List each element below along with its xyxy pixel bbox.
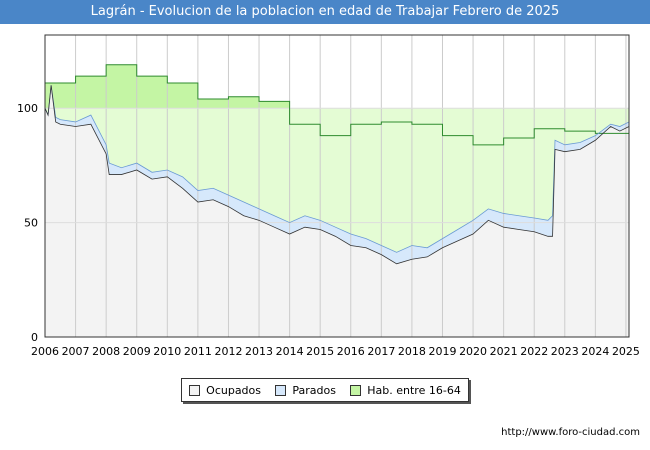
legend-label-ocupados: Ocupados: [206, 383, 262, 397]
y-tick-label: 50: [24, 217, 38, 230]
legend-label-parados: Parados: [292, 383, 336, 397]
chart-title: Lagrán - Evolucion de la poblacion en ed…: [0, 0, 650, 24]
x-tick-label: 2013: [245, 345, 273, 358]
plot-frame: [44, 34, 630, 338]
x-tick-label: 2009: [123, 345, 151, 358]
x-tick-label: 2019: [428, 345, 456, 358]
parados-line: [44, 85, 630, 253]
x-tick-label: 2011: [184, 345, 212, 358]
x-tick-label: 2010: [153, 345, 181, 358]
x-tick-label: 2012: [214, 345, 242, 358]
ocupados-area: [45, 85, 629, 337]
legend-swatch-hab: [350, 384, 362, 396]
x-tick-label: 2024: [581, 345, 609, 358]
x-tick-label: 2016: [337, 345, 365, 358]
legend-item-hab: Hab. entre 16-64: [350, 384, 461, 397]
legend-item-ocupados: Ocupados: [189, 384, 261, 397]
x-tick-label: 2007: [62, 345, 90, 358]
x-tick-label: 2023: [551, 345, 579, 358]
y-tick-label: 0: [31, 331, 38, 344]
x-tick-label: 2014: [276, 345, 304, 358]
x-tick-label: 2021: [490, 345, 518, 358]
source-credit: http://www.foro-ciudad.com: [501, 427, 640, 438]
ocupados-line: [44, 85, 630, 265]
legend: Ocupados Parados Hab. entre 16-64: [181, 378, 469, 402]
legend-swatch-ocupados: [189, 384, 201, 396]
hab-line: [45, 64, 629, 146]
legend-swatch-parados: [275, 384, 287, 396]
x-tick-label: 2015: [306, 345, 334, 358]
x-tick-label: 2025: [612, 345, 640, 358]
legend-label-hab: Hab. entre 16-64: [367, 383, 461, 397]
x-tick-label: 2018: [398, 345, 426, 358]
y-tick-label: 100: [17, 102, 38, 115]
legend-item-parados: Parados: [275, 384, 336, 397]
x-tick-label: 2020: [459, 345, 487, 358]
x-tick-label: 2006: [31, 345, 59, 358]
x-tick-label: 2008: [92, 345, 120, 358]
x-tick-label: 2017: [367, 345, 395, 358]
x-tick-label: 2022: [520, 345, 548, 358]
